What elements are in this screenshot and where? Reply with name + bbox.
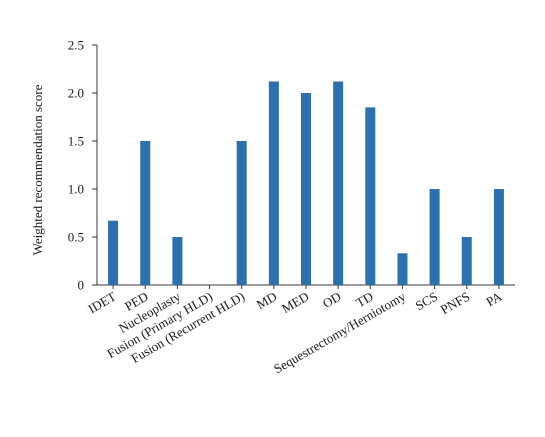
x-tick-label: PNFS (438, 289, 472, 318)
y-axis-title: Weighted recommendation score (30, 84, 45, 255)
x-tick-label: MED (279, 289, 312, 316)
x-tick-label: OD (320, 289, 344, 311)
bars (108, 81, 504, 286)
bar-fusion-recurrent-hld (236, 141, 247, 285)
bar-sequestrectomy-herniotomy (397, 253, 408, 285)
bar-pa (493, 189, 504, 285)
bar-med (301, 93, 311, 285)
x-tick-label: PA (484, 288, 505, 309)
bar-scs (429, 189, 440, 285)
y-tick-labels: 0 0.5 1.0 1.5 2.0 2.5 (68, 38, 97, 293)
x-tick-label: IDET (85, 289, 118, 317)
x-tick-label: SCS (413, 289, 441, 314)
bar-md (268, 81, 279, 285)
y-tick-label: 0 (78, 278, 85, 293)
bar-ped (140, 141, 151, 285)
y-tick-label: 0.5 (68, 230, 84, 245)
bar-idet (108, 220, 119, 285)
bar-pnfs (461, 237, 472, 285)
x-tick-label: MD (254, 289, 280, 312)
y-tick-label: 2.0 (68, 86, 84, 101)
bar-nucleoplasty (172, 237, 183, 285)
bar-od (333, 81, 344, 285)
y-tick-label: 1.0 (68, 182, 84, 197)
y-tick-label: 2.5 (68, 38, 84, 53)
y-tick-label: 1.5 (68, 134, 84, 149)
bar-td (365, 107, 376, 286)
